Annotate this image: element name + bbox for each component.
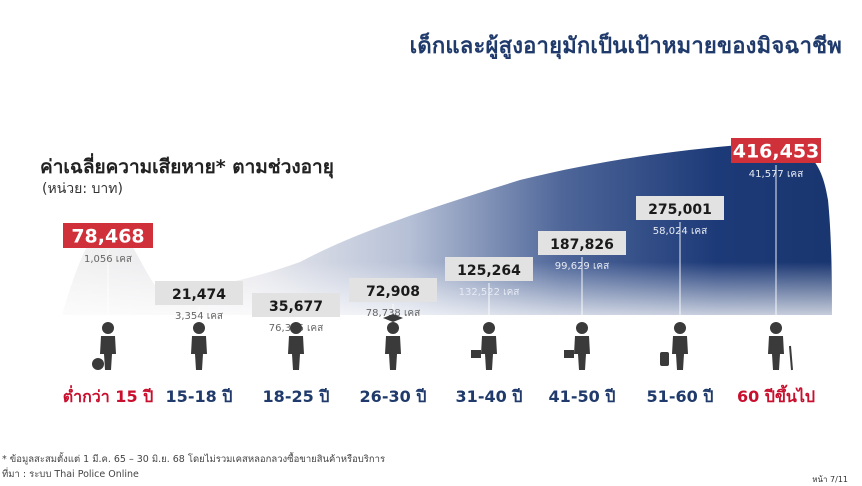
value-label: 416,453 — [733, 141, 820, 163]
case-count-label: 1,056 เคส — [84, 254, 132, 265]
running-teen-icon — [191, 322, 207, 370]
value-label: 275,001 — [648, 202, 712, 218]
value-label: 78,468 — [71, 226, 144, 248]
chart-subtitle: ค่าเฉลี่ยความเสียหาย* ตามช่วงอายุ — [40, 156, 334, 178]
value-box — [538, 231, 626, 255]
page-title: เด็กและผู้สูงอายุมักเป็นเป้าหมายของมิจฉา… — [409, 34, 842, 59]
briefcase-walker-icon — [471, 322, 497, 370]
briefcase-walker-icon — [564, 322, 590, 370]
age-group-label: 18-25 ปี — [263, 387, 330, 406]
unit-label: (หน่วย: บาท) — [42, 181, 123, 197]
value-box — [252, 293, 340, 317]
case-count-label: 78,738 เคส — [366, 308, 420, 319]
footnote-note: * ข้อมูลสะสมตั้งแต่ 1 มี.ค. 65 – 30 มิ.ย… — [2, 454, 386, 465]
value-box — [445, 257, 533, 281]
case-count-label: 41,577 เคส — [749, 169, 803, 180]
age-group-label: 26-30 ปี — [360, 387, 427, 406]
elderly-cane-icon — [768, 322, 793, 371]
value-box — [63, 223, 153, 248]
value-label: 187,826 — [550, 237, 614, 253]
case-count-label: 99,629 เคส — [555, 261, 609, 272]
value-box — [155, 281, 243, 305]
age-group-label: 51-60 ปี — [647, 387, 714, 406]
case-count-label: 3,354 เคส — [175, 311, 223, 322]
age-group-label: 41-50 ปี — [549, 387, 616, 406]
case-count-label: 132,522 เคส — [459, 287, 520, 298]
value-label: 21,474 — [172, 287, 226, 303]
value-label: 35,677 — [269, 299, 323, 315]
value-box — [636, 196, 724, 220]
value-box — [731, 138, 821, 163]
age-group-label: 31-40 ปี — [456, 387, 523, 406]
age-group-label: 15-18 ปี — [166, 387, 233, 406]
footnote: * ข้อมูลสะสมตั้งแต่ 1 มี.ค. 65 – 30 มิ.ย… — [2, 452, 385, 482]
graduate-icon — [383, 314, 403, 370]
child-ball-icon — [92, 322, 116, 370]
headphones-youth-icon — [288, 322, 304, 370]
case-count-label: 58,024 เคส — [653, 226, 707, 237]
value-label: 72,908 — [366, 284, 420, 300]
value-label: 125,264 — [457, 263, 521, 279]
age-group-label: 60 ปีขึ้นไป — [737, 384, 815, 406]
age-group-label: ต่ำกว่า 15 ปี — [63, 385, 154, 406]
footnote-source: ที่มา : ระบบ Thai Police Online — [2, 469, 139, 480]
page-number: หน้า 7/11 — [812, 475, 848, 484]
value-box — [349, 278, 437, 302]
luggage-traveler-icon — [660, 322, 688, 370]
